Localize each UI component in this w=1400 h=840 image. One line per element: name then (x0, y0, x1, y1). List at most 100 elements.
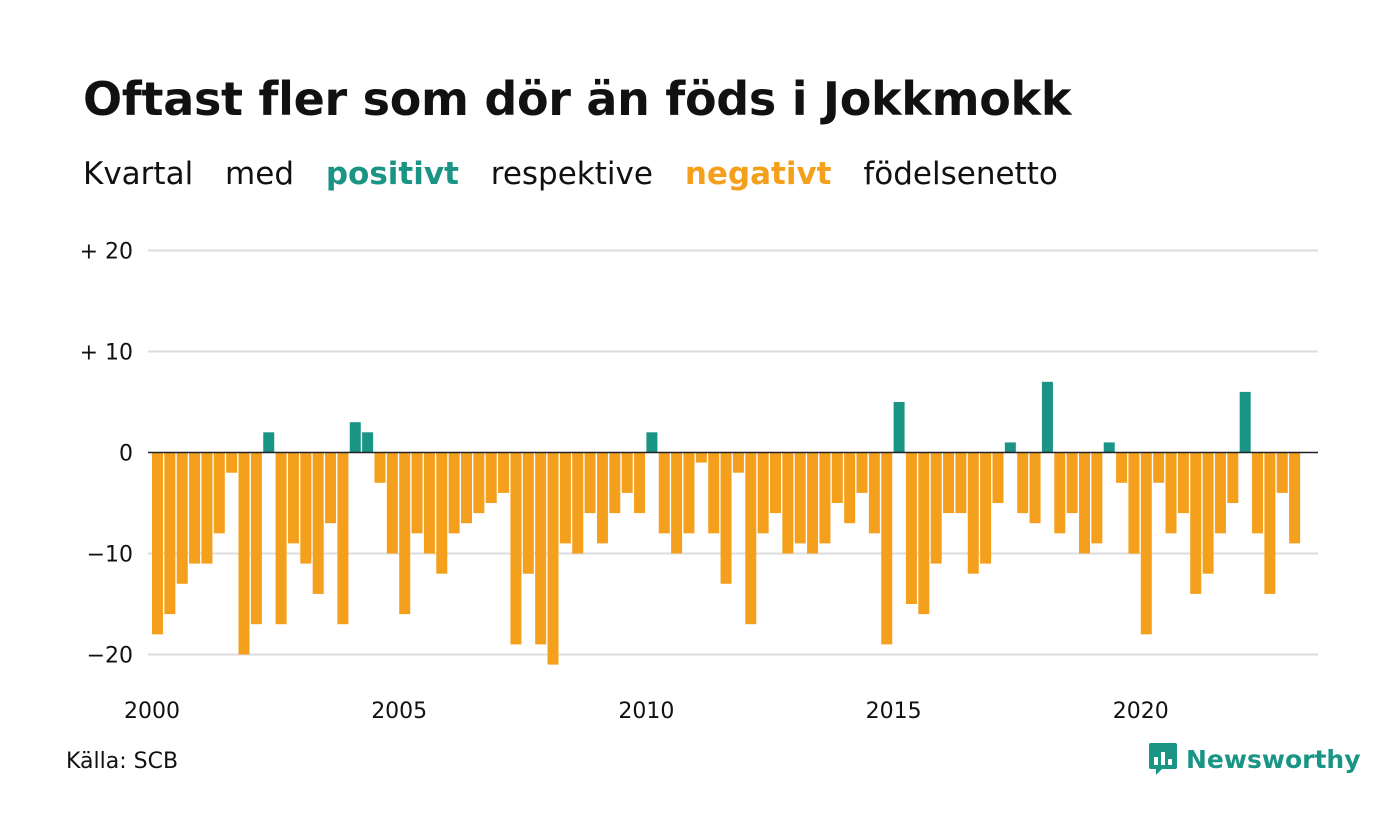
chart-subtitle: Kvartal med positivt respektive negativt… (83, 156, 1080, 192)
subtitle-positive-label: positivt (325, 156, 459, 192)
bar (1140, 452, 1152, 635)
bar (819, 452, 831, 544)
bar (386, 452, 398, 554)
subtitle-word: respektive (490, 156, 653, 192)
bar (312, 452, 324, 594)
chart-title: Oftast fler som dör än föds i Jokkmokk (83, 72, 1072, 126)
bar (732, 452, 744, 473)
x-tick-label: 2010 (618, 699, 674, 724)
bar (646, 432, 658, 453)
bar (263, 432, 275, 453)
newsworthy-logo-icon (1149, 743, 1177, 775)
bar (720, 452, 732, 584)
bar (770, 452, 781, 514)
y-tick-label: + 10 (80, 341, 133, 366)
bar (1116, 452, 1128, 483)
bar (213, 452, 225, 534)
bar (794, 452, 806, 544)
bar (1004, 442, 1016, 453)
bar (337, 452, 349, 625)
bar (1054, 452, 1066, 534)
bar (287, 452, 299, 544)
bar (510, 452, 522, 645)
bar (881, 452, 893, 645)
bar (1017, 452, 1029, 514)
bar (1239, 391, 1251, 453)
bar (893, 402, 905, 453)
bar (485, 452, 497, 503)
bar (275, 452, 287, 625)
bar (226, 452, 238, 473)
bar (745, 452, 757, 625)
y-tick-label: −10 (87, 543, 133, 568)
bar (535, 452, 547, 645)
bar (905, 452, 917, 604)
bar (374, 452, 386, 483)
bar (918, 452, 930, 615)
bar (634, 452, 646, 514)
bar (250, 452, 262, 625)
bar (955, 452, 967, 514)
bar (1276, 452, 1288, 493)
bar (349, 422, 361, 453)
bar (1128, 452, 1140, 554)
bar (980, 452, 992, 564)
bar (176, 452, 188, 584)
bar (547, 452, 559, 665)
bar (1091, 452, 1103, 544)
bar (1264, 452, 1276, 594)
bar (1289, 452, 1301, 544)
bar (967, 452, 979, 574)
x-tick-label: 2020 (1113, 699, 1169, 724)
bar (300, 452, 312, 564)
bar (856, 452, 868, 493)
y-tick-label: 0 (119, 442, 133, 467)
bar-chart: + 20 + 10 0 −10 −20 2000 2005 2010 2015 2020 (80, 240, 1318, 724)
bar (844, 452, 856, 524)
bar (1214, 452, 1226, 534)
bar (609, 452, 621, 514)
bar (1202, 452, 1214, 574)
subtitle-word: med (225, 156, 294, 192)
bar (930, 452, 942, 564)
brand-name: Newsworthy (1186, 744, 1361, 774)
x-tick-label: 2005 (371, 699, 427, 724)
bar (1041, 381, 1053, 453)
bar (584, 452, 596, 514)
subtitle-negative-label: negativt (684, 156, 832, 192)
bar (1079, 452, 1090, 554)
bar (1227, 452, 1239, 503)
bar (658, 452, 670, 534)
bar (1165, 452, 1177, 534)
bar (782, 452, 794, 554)
bar (708, 452, 720, 534)
subtitle-word: födelsenetto (863, 156, 1058, 192)
bar (152, 452, 163, 635)
bar (1029, 452, 1041, 524)
bar (1103, 442, 1115, 453)
bar (201, 452, 213, 564)
source-note: Källa: SCB (66, 749, 179, 774)
y-tick-label: −20 (87, 644, 133, 669)
bar (362, 432, 374, 453)
y-tick-label: + 20 (80, 240, 133, 265)
bar (757, 452, 769, 534)
bar (868, 452, 880, 534)
brand-logo: Newsworthy (1148, 742, 1361, 776)
bar (596, 452, 608, 544)
bar (572, 452, 584, 554)
bar (399, 452, 411, 615)
x-tick-label: 2000 (124, 699, 180, 724)
bar (1252, 452, 1264, 534)
bar (498, 452, 510, 493)
bar (992, 452, 1004, 503)
bar (621, 452, 633, 493)
bar (1066, 452, 1078, 514)
bar (238, 452, 250, 655)
bar (1177, 452, 1189, 514)
bar (695, 452, 707, 463)
bar (461, 452, 472, 524)
bar (943, 452, 955, 514)
bar (831, 452, 843, 503)
bar (473, 452, 485, 514)
